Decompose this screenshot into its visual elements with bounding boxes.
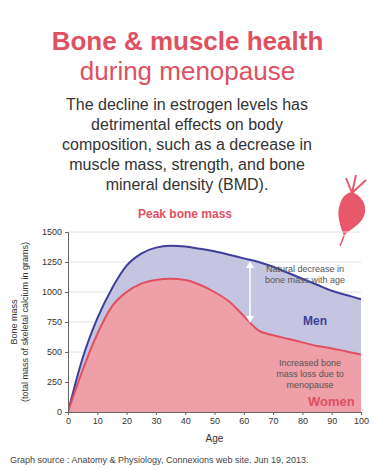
tick-label: 250 — [47, 377, 62, 387]
tick-mark — [97, 412, 98, 415]
grid-line — [68, 232, 361, 233]
y-tick: 500 — [47, 347, 68, 357]
y-axis-title: Bone mass — [9, 299, 19, 345]
series-label: Women — [308, 394, 355, 409]
x-axis: 0 10 20 30 40 50 60 70 80 90 100 — [66, 412, 369, 426]
tick-mark — [156, 412, 157, 415]
tick-label: 30 — [151, 416, 161, 426]
tick-label: 70 — [269, 416, 279, 426]
arrow-shaft — [249, 266, 251, 318]
beet-icon — [338, 175, 366, 246]
beet-leaves — [346, 175, 366, 193]
grid — [68, 232, 361, 412]
x-axis-title: Age — [206, 433, 224, 444]
tick-label: 1000 — [42, 287, 62, 297]
tick-label: 20 — [122, 416, 132, 426]
description: detrimental effects on body — [91, 116, 283, 133]
x-tick: 50 — [210, 412, 220, 426]
x-tick: 100 — [354, 412, 369, 426]
annotation: bone mass with age — [265, 275, 345, 285]
beet-root — [340, 236, 344, 246]
series-line — [68, 279, 361, 412]
plot-marks — [68, 246, 361, 412]
annotation: mass loss due to — [276, 369, 344, 379]
tick-mark — [65, 382, 68, 383]
chart-title: Peak bone mass — [138, 207, 232, 221]
title: Bone & muscle health — [52, 26, 324, 56]
description: mineral density (BMD). — [106, 176, 269, 193]
axis-line — [69, 413, 362, 416]
tick-label: 1250 — [42, 257, 62, 267]
x-tick: 20 — [122, 412, 132, 426]
tick-label: 750 — [47, 317, 62, 327]
beet-body — [338, 192, 365, 236]
series-label: Men — [303, 314, 327, 328]
y-tick: 750 — [47, 317, 68, 327]
x-tick: 60 — [239, 412, 249, 426]
tick-label: 60 — [239, 416, 249, 426]
tick-mark — [332, 412, 333, 415]
tick-mark — [65, 292, 68, 293]
axis-line — [65, 233, 69, 413]
tick-mark — [65, 352, 68, 353]
y-tick: 1250 — [42, 257, 68, 267]
y-tick: 1500 — [42, 227, 68, 237]
tick-label: 100 — [354, 416, 369, 426]
tick-mark — [65, 262, 68, 263]
tick-label: 0 — [66, 416, 71, 426]
annotation: Increased bone — [279, 358, 341, 368]
tick-label: 1500 — [42, 227, 62, 237]
x-tick: 0 — [66, 412, 71, 426]
y-tick: 250 — [47, 377, 68, 387]
tick-label: 50 — [210, 416, 220, 426]
x-tick: 70 — [269, 412, 279, 426]
source: Graph source : Anatomy & Physiology, Con… — [10, 455, 309, 465]
arrow — [246, 261, 254, 323]
tick-label: 10 — [93, 416, 103, 426]
series-line — [68, 246, 361, 412]
description: composition, such as a decrease in — [62, 136, 312, 153]
tick-mark — [273, 412, 274, 415]
tick-mark — [215, 412, 216, 415]
tick-label: 500 — [47, 347, 62, 357]
x-tick: 40 — [181, 412, 191, 426]
description: muscle mass, strength, and bone — [69, 156, 305, 173]
x-tick: 80 — [298, 412, 308, 426]
tick-label: 40 — [181, 416, 191, 426]
tick-mark — [302, 412, 303, 415]
tick-mark — [127, 412, 128, 415]
x-tick: 30 — [151, 412, 161, 426]
tick-mark — [65, 412, 68, 413]
tick-mark — [65, 322, 68, 323]
description: The decline in estrogen levels has — [66, 96, 308, 113]
y-tick: 1000 — [42, 287, 68, 297]
title: during menopause — [80, 56, 295, 86]
tick-label: 90 — [327, 416, 337, 426]
page: Bone & muscle healthduring menopause The … — [0, 0, 375, 470]
x-tick: 90 — [327, 412, 337, 426]
annotation: Natural decrease in — [266, 264, 344, 274]
series-area — [68, 246, 361, 412]
arrow-head — [246, 316, 254, 323]
y-tick: 0 — [57, 407, 68, 417]
x-tick: 10 — [93, 412, 103, 426]
y-axis: 0 250 500 750 1000 1250 1500 — [42, 227, 69, 417]
tick-label: 80 — [298, 416, 308, 426]
tick-mark — [244, 412, 245, 415]
tick-mark — [185, 412, 186, 415]
tick-label: 0 — [57, 407, 62, 417]
tick-mark — [361, 412, 362, 415]
arrow-head — [246, 261, 254, 268]
tick-mark — [65, 232, 68, 233]
series-area — [68, 279, 361, 412]
annotation: menopause — [286, 380, 333, 390]
y-axis-title: (total mass of skeletal calcium in grams… — [20, 242, 30, 402]
